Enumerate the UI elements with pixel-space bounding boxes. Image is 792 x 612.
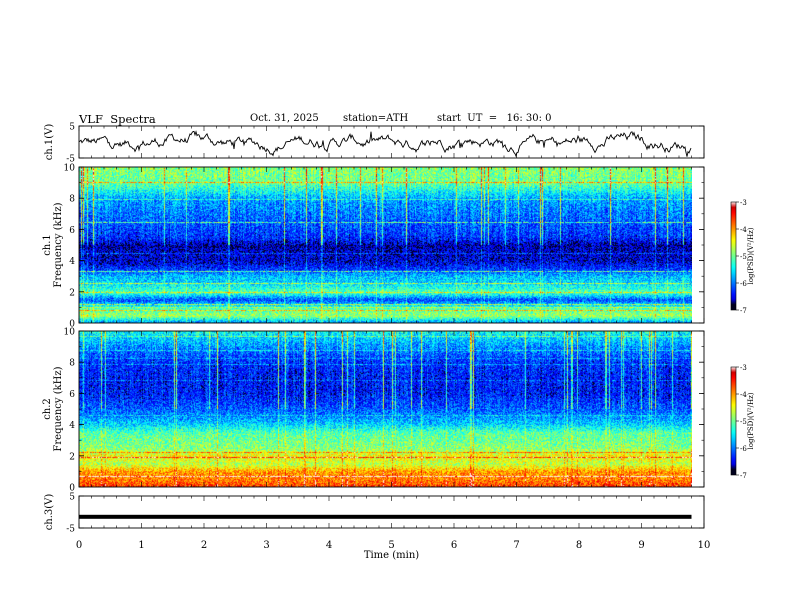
colorbar-tick-label: -3 [740,364,747,372]
station-label: station=ATH [343,113,409,124]
x-tick-label: 9 [638,540,644,551]
ch1-series-line [78,130,692,158]
y-tick-label: 0 [69,320,75,330]
start-ut-label: start UT = 16: 30: 0 [437,113,552,124]
y-tick-label: 5 [69,123,75,133]
y-axis-label: ch.3(V) [44,494,55,531]
ch3-series-line [79,514,692,519]
y-tick-label: 0 [69,484,75,494]
y-axis-label: ch.1Frequency (kHz) [42,202,64,287]
y-tick-label: 10 [64,164,76,174]
x-tick-label: 5 [388,540,394,551]
colorbar-tick-label: -3 [740,199,747,207]
colorbar-tick-label: -7 [740,307,747,315]
x-tick-label: 2 [201,540,207,551]
y-tick-label: 5 [69,493,75,503]
x-tick-label: 4 [326,540,332,551]
y-axis-label-line: Frequency (kHz) [53,366,64,451]
y-axis-label-line: ch.2 [42,398,53,420]
y-tick-label: 6 [69,226,75,236]
colorbar-tick-label: -4 [740,226,747,234]
ch3-waveform-panel: 5 -5 ch.3(V) [44,493,705,535]
y-tick-label: 8 [69,195,75,205]
x-tick-label: 8 [576,540,582,551]
colorbar-tick-label: -5 [740,253,747,261]
ch2-spectrogram-panel: 0 2 4 6 8 10 ch.2Frequency (kHz) [42,328,705,494]
y-tick-label: 4 [69,421,75,431]
y-tick-label: 2 [69,288,75,298]
y-axis-label-line: ch.1(V) [44,124,55,161]
y-tick-label: 4 [69,257,75,267]
y-axis-label: ch.1(V) [44,124,55,161]
y-tick-label: -5 [66,155,75,165]
colorbar-tick-label: -6 [740,280,747,288]
colorbar-tick-label: -4 [740,391,747,399]
ch2-colorbar [730,366,737,476]
y-axis-label-line: Frequency (kHz) [53,202,64,287]
x-axis-label: Time (min) [364,550,419,561]
x-tick-label: 3 [263,540,269,551]
colorbar-label: log(PSD)(V²/Hz) [747,392,755,449]
x-tick-label: 10 [698,540,711,551]
y-tick-label: 2 [69,452,75,462]
x-tick-label: 6 [451,540,457,551]
y-axis-label-line: ch.3(V) [44,494,55,531]
y-axis-label: ch.2Frequency (kHz) [42,366,64,451]
ch1-waveform-panel: 5 -5 ch.1(V) [44,123,705,165]
x-tick-label: 1 [138,540,144,551]
y-tick-label: 8 [69,359,75,369]
x-tick-label: 0 [76,540,82,551]
colorbar-tick-label: -6 [740,445,747,453]
ch1-colorbar [730,201,737,311]
y-axis-label-line: ch.1 [42,234,53,256]
ch1-spectrogram-panel: 0 2 4 6 8 10 ch.1Frequency (kHz) [42,164,705,330]
colorbar-tick-label: -7 [740,472,747,480]
x-tick-label: 7 [513,540,519,551]
figure-title: VLF Spectra [79,112,156,126]
ch2-spectrogram-image [79,331,692,487]
date-label: Oct. 31, 2025 [250,113,319,124]
ch1-spectrogram-image [79,167,692,323]
x-axis: 0 1 2 3 4 5 6 7 8 9 10 Time (min) [76,540,711,561]
colorbar-label: log(PSD)(V²/Hz) [747,227,755,284]
y-tick-label: 10 [64,328,76,338]
colorbar-tick-label: -5 [740,418,747,426]
y-tick-label: 6 [69,390,75,400]
y-tick-label: -5 [66,525,75,535]
colorbars: -3 -4 -5 -6 -7 log(PSD)(V²/Hz) -3 -4 -5 -6 -7 log(P… [730,199,755,480]
